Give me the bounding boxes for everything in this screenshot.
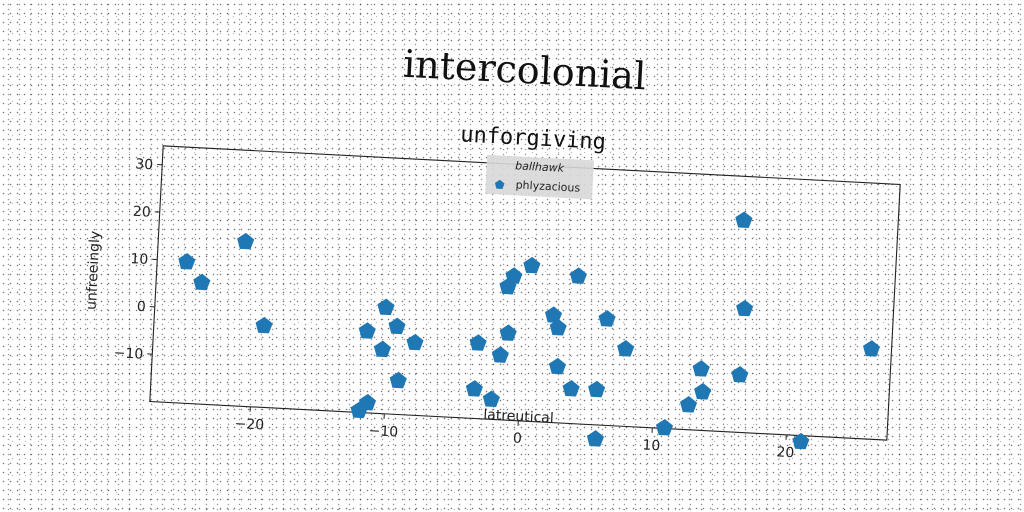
data-point-pentagon: [731, 365, 749, 383]
legend-title: ballhawk: [515, 159, 565, 175]
data-point-pentagon: [598, 310, 616, 327]
data-point-pentagon: [469, 334, 487, 351]
legend-box: [485, 154, 595, 200]
data-point-pentagon: [178, 252, 196, 270]
plot-area: −20 −10 0 10 20 −10 0 10 20 30: [113, 145, 901, 461]
data-point-pentagon: [406, 333, 424, 351]
data-point-pentagon: [549, 357, 567, 375]
data-point-pentagon: [358, 322, 376, 339]
data-point-pentagon: [255, 316, 273, 334]
data-point-pentagon: [237, 232, 255, 250]
data-point-pentagon: [617, 340, 635, 357]
data-point-pentagon: [350, 401, 368, 419]
axes-title: unforgiving: [460, 122, 607, 155]
data-point-pentagon: [655, 418, 674, 436]
legend: ballhawk phlyzacious: [485, 154, 595, 200]
x-tick-label: −10: [368, 423, 398, 441]
x-tick-label: 0: [512, 431, 522, 447]
data-point-pentagon: [694, 383, 712, 400]
x-tick-label: −20: [234, 416, 264, 434]
data-point-pentagon: [505, 267, 523, 284]
x-axis-label: latreutical: [483, 407, 554, 427]
data-point-pentagon: [491, 346, 509, 363]
data-point-pentagon: [389, 371, 407, 389]
data-point-pentagon: [373, 340, 391, 358]
data-point-pentagon: [680, 396, 698, 413]
data-point-pentagon: [736, 299, 754, 317]
data-point-pentagon: [588, 380, 606, 398]
data-point-pentagon: [586, 430, 604, 447]
data-point-pentagon: [545, 306, 563, 323]
x-tick-label: 10: [642, 437, 661, 454]
y-tick-label: 10: [130, 251, 149, 268]
data-point-pentagon: [569, 267, 587, 284]
y-tick-label: 0: [136, 299, 146, 315]
figure-title: intercolonial: [402, 42, 647, 99]
data-point-pentagon: [735, 211, 753, 229]
data-point-pentagon: [862, 340, 881, 357]
data-point-pentagon: [549, 318, 567, 336]
data-point-pentagon: [523, 256, 541, 274]
data-point-pentagon: [482, 390, 500, 408]
data-point-pentagon: [465, 380, 483, 397]
plot-axes: unforgiving −20 −10 0 10 20 −10 0 10 20 30 ballha…: [84, 122, 901, 461]
data-point-pentagon: [562, 379, 580, 397]
y-tick-label: 30: [135, 156, 154, 173]
y-tick-label: 20: [132, 204, 151, 221]
y-tick-label: −10: [113, 345, 143, 363]
data-point-pentagon: [388, 317, 406, 335]
legend-marker-pentagon: [494, 179, 505, 189]
data-point-pentagon: [193, 273, 211, 291]
data-point-pentagon: [792, 432, 810, 450]
x-tick-label: 20: [776, 444, 795, 461]
data-point-pentagon: [377, 298, 395, 316]
legend-entry-label: phlyzacious: [515, 178, 580, 194]
data-point-pentagon: [499, 324, 517, 341]
y-axis-label: unfreeingly: [84, 230, 104, 310]
data-point-pentagon: [692, 360, 710, 377]
